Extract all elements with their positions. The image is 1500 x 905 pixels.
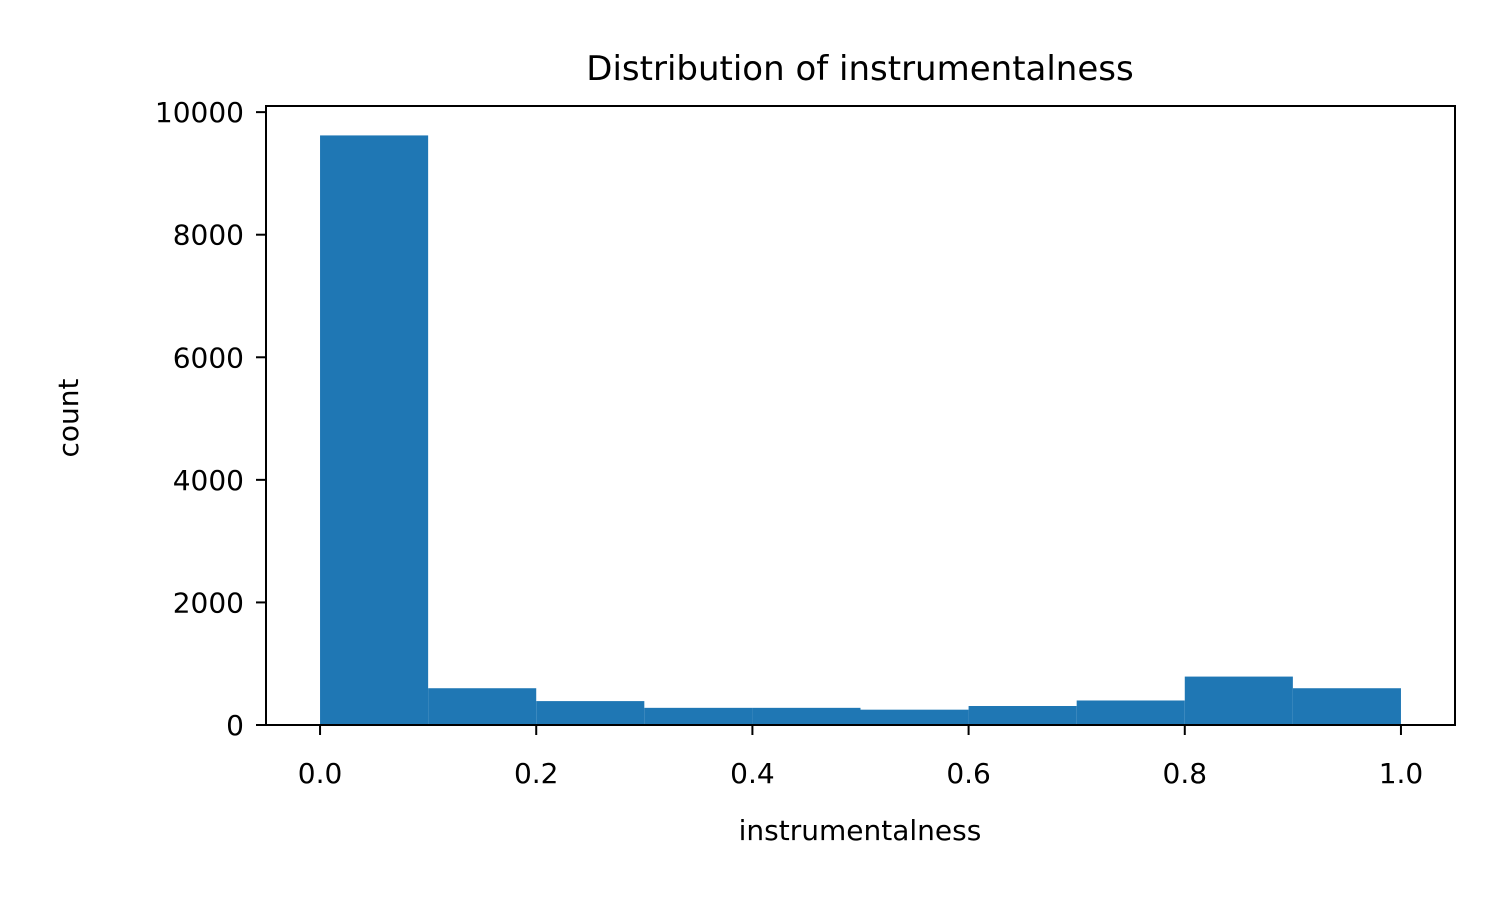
x-axis-ticks: 0.0 0.2 0.4 0.6 0.8 1.0 — [298, 725, 1423, 790]
histogram-bar — [1184, 676, 1293, 725]
histogram-bar — [428, 688, 537, 725]
bars-group — [320, 135, 1401, 725]
x-axis-label: instrumentalness — [739, 814, 982, 847]
x-tick-label: 0.2 — [514, 757, 559, 790]
x-tick-label: 0.0 — [298, 757, 343, 790]
y-tick-label: 6000 — [173, 341, 244, 374]
histogram-bar — [1076, 700, 1185, 725]
histogram-bar — [320, 135, 429, 725]
x-tick-label: 1.0 — [1379, 757, 1424, 790]
y-tick-label: 0 — [226, 709, 244, 742]
histogram-bar — [1292, 688, 1401, 725]
histogram-bar — [752, 707, 861, 725]
x-tick-label: 0.6 — [946, 757, 991, 790]
histogram-bar — [644, 707, 753, 725]
x-tick-label: 0.8 — [1163, 757, 1208, 790]
histogram-bar — [536, 701, 645, 725]
chart-title: Distribution of instrumentalness — [586, 49, 1133, 89]
y-tick-label: 4000 — [173, 464, 244, 497]
y-tick-label: 8000 — [173, 219, 244, 252]
y-axis-ticks: 0 2000 4000 6000 8000 10000 — [155, 96, 266, 742]
histogram-bar — [860, 709, 969, 725]
x-tick-label: 0.4 — [730, 757, 775, 790]
histogram-bar — [968, 706, 1077, 725]
y-tick-label: 2000 — [173, 586, 244, 619]
y-axis-label: count — [52, 378, 85, 457]
y-tick-label: 10000 — [155, 96, 244, 129]
plot-frame — [265, 105, 1456, 726]
